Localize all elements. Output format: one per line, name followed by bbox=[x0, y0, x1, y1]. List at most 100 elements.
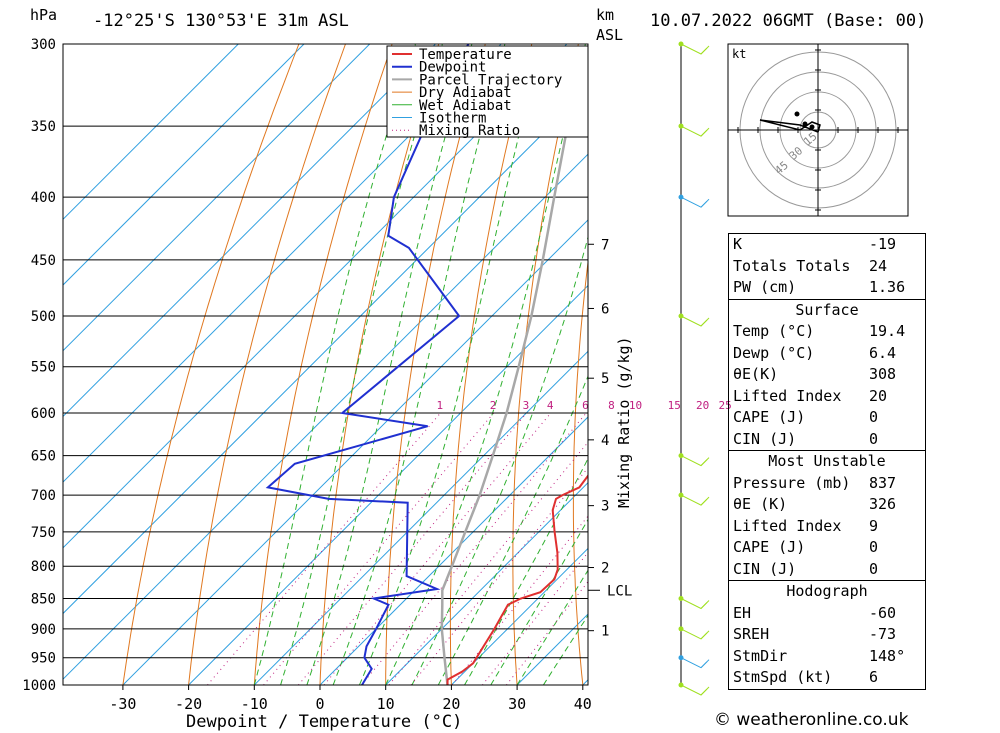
eh-row: EH -60 bbox=[729, 603, 925, 625]
pressure-tick-label: 400 bbox=[31, 190, 56, 206]
isotherm-line bbox=[63, 44, 305, 286]
stmspd-label: StmSpd (kt) bbox=[733, 668, 833, 686]
temp-tick-label: 0 bbox=[315, 695, 324, 713]
x-axis-label: Dewpoint / Temperature (°C) bbox=[186, 712, 462, 732]
mu-pressure-label: Pressure (mb) bbox=[733, 473, 851, 492]
hodograph-point bbox=[794, 111, 800, 117]
isotherm-line bbox=[385, 481, 588, 685]
isotherm-line bbox=[63, 44, 239, 221]
surface-cin-row: CIN (J) 0 bbox=[729, 429, 925, 451]
k-index-row: K -19 bbox=[729, 234, 925, 256]
surface-li-row: Lifted Index 20 bbox=[729, 386, 925, 408]
wind-barb-dot bbox=[678, 595, 684, 601]
surface-theta-e-label: θE(K) bbox=[733, 365, 779, 383]
pw-value: 1.36 bbox=[869, 278, 906, 296]
mixing-ratio-line bbox=[361, 412, 587, 685]
wind-barb-flag bbox=[700, 45, 710, 55]
surface-temp-value: 19.4 bbox=[869, 322, 906, 340]
wet-adiabat-line bbox=[280, 44, 443, 685]
isotherm-line bbox=[63, 44, 371, 352]
dry-adiabat-line bbox=[253, 44, 393, 685]
isotherm-line bbox=[451, 547, 588, 685]
legend-entry: Parcel Trajectory bbox=[419, 72, 562, 88]
legend-entry: Dewpoint bbox=[419, 60, 486, 76]
mu-li-row: Lifted Index 9 bbox=[729, 516, 925, 538]
legend-entry: Mixing Ratio bbox=[419, 123, 520, 139]
km-tick-label: 7 bbox=[601, 237, 609, 253]
mu-li-value: 9 bbox=[869, 516, 879, 535]
hodograph-point bbox=[802, 121, 808, 127]
hodograph-point bbox=[809, 124, 815, 130]
wind-barb-flag bbox=[700, 496, 710, 506]
sreh-row: SREH -73 bbox=[729, 624, 925, 646]
temp-tick-label: 20 bbox=[442, 695, 460, 713]
stmdir-row: StmDir 148° bbox=[729, 646, 925, 668]
pressure-tick-label: 550 bbox=[31, 360, 56, 376]
wet-adiabat-line bbox=[411, 235, 588, 685]
isotherm-line bbox=[63, 44, 436, 418]
temp-tick-label: 30 bbox=[508, 695, 526, 713]
stmspd-value: 6 bbox=[869, 668, 879, 686]
mixing-ratio-label: 15 bbox=[668, 399, 681, 412]
mu-pressure-value: 837 bbox=[869, 473, 897, 492]
mu-cin-label: CIN (J) bbox=[733, 559, 797, 578]
surface-theta-e-row: θE(K) 308 bbox=[729, 364, 925, 386]
temp-tick-label: 40 bbox=[574, 695, 592, 713]
stmdir-value: 148° bbox=[869, 646, 906, 665]
mixing-ratio-line bbox=[323, 412, 552, 685]
mu-pressure-row: Pressure (mb) 837 bbox=[729, 473, 925, 495]
dry-adiabat-line bbox=[188, 44, 346, 685]
temperature-line bbox=[446, 474, 588, 685]
wind-barb-flag bbox=[700, 317, 710, 327]
wind-barb-flag bbox=[700, 457, 710, 466]
wind-barb-flag bbox=[700, 600, 710, 609]
mu-theta-value: 326 bbox=[869, 495, 897, 513]
wet-adiabat-line bbox=[437, 374, 588, 685]
wind-barb-flag bbox=[700, 127, 710, 137]
copyright-link[interactable]: © weatheronline.co.uk bbox=[714, 710, 909, 730]
km-tick-label: 1 bbox=[601, 624, 609, 640]
wind-barb-dot bbox=[678, 194, 684, 200]
surface-theta-e-value: 308 bbox=[869, 365, 897, 383]
wind-barb-flag bbox=[700, 686, 710, 696]
most-unstable-header: Most Unstable bbox=[768, 452, 886, 470]
totals-totals-value: 24 bbox=[869, 256, 888, 275]
isotherm-line bbox=[188, 284, 588, 685]
mixing-ratio-label: 8 bbox=[608, 399, 615, 412]
isotherm-line bbox=[122, 219, 588, 685]
mu-cin-value: 0 bbox=[869, 559, 879, 578]
parcel-trajectory-line bbox=[440, 78, 575, 685]
hodograph-ring-label: 30 bbox=[787, 144, 806, 162]
temp-tick-label: -30 bbox=[109, 695, 136, 713]
wind-barb-flag bbox=[700, 630, 710, 640]
k-index-label: K bbox=[733, 235, 743, 253]
eh-value: -60 bbox=[869, 603, 897, 622]
surface-dewp-label: Dewp (°C) bbox=[733, 343, 815, 362]
surface-cin-label: CIN (J) bbox=[733, 429, 797, 448]
pw-row: PW (cm) 1.36 bbox=[729, 277, 925, 299]
surface-cape-label: CAPE (J) bbox=[733, 408, 806, 426]
mixing-ratio-label: 4 bbox=[547, 399, 554, 412]
eh-label: EH bbox=[733, 603, 752, 622]
isotherm-line bbox=[63, 87, 588, 615]
indices-panel: K -19 Totals Totals 24 PW (cm) 1.36 Surface… bbox=[728, 233, 926, 690]
totals-totals-label: Totals Totals bbox=[733, 256, 851, 275]
sreh-label: SREH bbox=[733, 625, 770, 643]
pressure-tick-label: 800 bbox=[31, 559, 56, 575]
dry-adiabat-line bbox=[689, 44, 718, 685]
pressure-tick-label: 750 bbox=[31, 525, 56, 541]
dewpoint-line bbox=[265, 44, 470, 685]
hodograph-unit: kt bbox=[732, 47, 746, 61]
datetime-title: 10.07.2022 06GMT (Base: 00) bbox=[650, 11, 926, 31]
temp-tick-label: -10 bbox=[241, 695, 268, 713]
wind-barb-flag bbox=[700, 659, 710, 669]
wind-barb-dot bbox=[678, 313, 684, 319]
temp-tick-label: 10 bbox=[377, 695, 395, 713]
pressure-tick-label: 1000 bbox=[22, 678, 56, 694]
pw-label: PW (cm) bbox=[733, 278, 797, 296]
surface-box: Surface Temp (°C) 19.4 Dewp (°C) 6.4 θE(K)… bbox=[728, 299, 926, 451]
legend-entry: Wet Adiabat bbox=[419, 98, 512, 114]
surface-dewp-value: 6.4 bbox=[869, 343, 897, 362]
km-tick-label: 2 bbox=[601, 561, 609, 577]
